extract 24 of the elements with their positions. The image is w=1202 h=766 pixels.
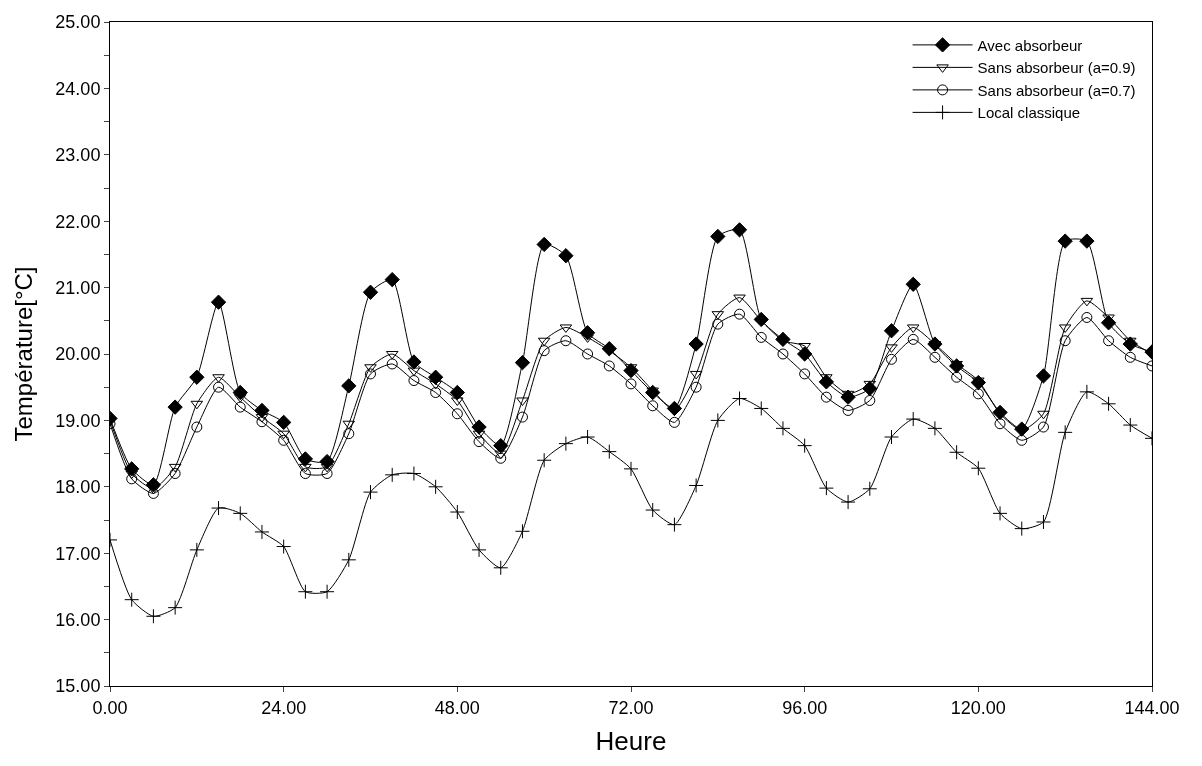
legend-label: Avec absorbeur — [977, 36, 1083, 54]
x-tick-label: 0.00 — [92, 697, 128, 718]
y-tick-label: 22.00 — [55, 211, 101, 232]
y-tick-label: 16.00 — [55, 609, 101, 630]
x-tick-label: 24.00 — [261, 697, 307, 718]
legend-label: Local classique — [977, 104, 1081, 122]
y-tick-label: 21.00 — [55, 277, 101, 298]
y-axis-title: Température[°C] — [10, 266, 38, 442]
y-tick-label: 25.00 — [55, 12, 101, 33]
y-tick-label: 15.00 — [55, 676, 101, 697]
y-tick-label: 19.00 — [55, 410, 101, 431]
legend-label: Sans absorbeur (a=0.7) — [977, 81, 1136, 99]
x-tick-label: 144.00 — [1124, 697, 1180, 718]
y-tick-label: 17.00 — [55, 543, 101, 564]
y-tick-label: 23.00 — [55, 145, 101, 166]
y-tick-label: 24.00 — [55, 78, 101, 99]
x-axis-title: Heure — [595, 726, 667, 757]
y-tick-label: 20.00 — [55, 344, 101, 365]
y-tick-label: 18.00 — [55, 477, 101, 498]
legend-label: Sans absorbeur (a=0.9) — [977, 59, 1136, 77]
x-tick-label: 48.00 — [434, 697, 480, 718]
x-tick-label: 96.00 — [782, 697, 828, 718]
x-tick-label: 72.00 — [608, 697, 654, 718]
x-tick-label: 120.00 — [950, 697, 1006, 718]
